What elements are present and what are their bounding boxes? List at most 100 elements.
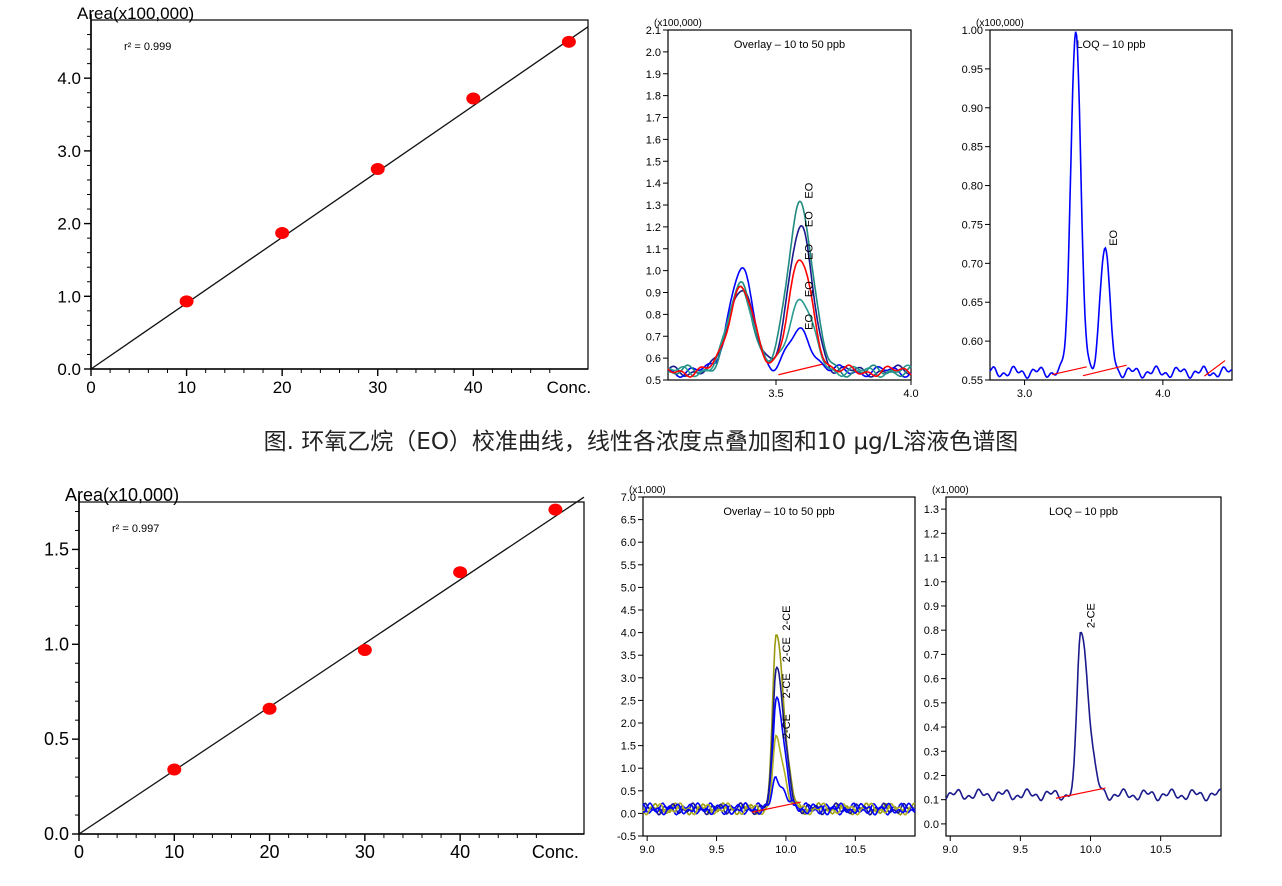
y-tick-label: 0.3 (924, 746, 939, 758)
x-tick-label: 10.5 (845, 844, 866, 856)
peak-label: 2-CE (781, 673, 793, 698)
peak-label: EO (803, 211, 815, 227)
y-tick-label: 6.0 (621, 537, 636, 549)
y-tick-label: 0.55 (962, 375, 983, 387)
y-tick-label: 5.0 (621, 582, 636, 594)
peak-label: 2-CE (781, 637, 793, 662)
y-tick-label: 0.6 (646, 353, 661, 365)
integration-baseline (778, 363, 823, 376)
integration-baseline (1082, 364, 1127, 377)
y-axis-label: Area(x10,000) (65, 485, 179, 505)
x-tick-label: 30 (355, 842, 375, 862)
y-tick-label: 1.0 (924, 577, 939, 589)
x-axis-label: Conc. (532, 842, 579, 862)
y-tick-label: 1.5 (621, 741, 636, 753)
y-tick-label: 0.9 (646, 288, 661, 300)
chromatogram-trace (667, 200, 912, 378)
y-scale-label: (x100,000) (654, 18, 702, 29)
y-tick-label: 1.6 (646, 134, 661, 146)
x-tick-label: 20 (260, 842, 280, 862)
y-tick-label: -0.5 (617, 831, 636, 843)
y-tick-label: 2.0 (646, 47, 661, 59)
chromatogram-trace (667, 266, 912, 379)
peak-label: EO (803, 244, 815, 260)
y-tick-label: 5.5 (621, 560, 636, 572)
y-tick-label: 1.0 (621, 763, 636, 775)
y-tick-label: 1.1 (646, 244, 661, 256)
x-tick-label: 30 (368, 378, 387, 397)
peak-label: 2-CE (1086, 603, 1098, 628)
y-tick-label: 1.8 (646, 91, 661, 103)
x-tick-label: 3.0 (1017, 388, 1032, 400)
y-tick-label: 1.9 (646, 69, 661, 81)
x-tick-label: 10.0 (775, 844, 796, 856)
y-tick-label: 0.4 (924, 722, 939, 734)
y-tick-label: 4.0 (621, 628, 636, 640)
y-tick-label: 0.90 (962, 103, 983, 115)
chart-eo-calibration: 0.0 1.0 2.0 3.0 4.0 0 10 20 30 40 Conc. Area(x100,0… (57, 4, 591, 397)
y-tick-label: 0.85 (962, 142, 983, 154)
y-tick-label: 0.8 (646, 309, 661, 321)
x-tick-label: 40 (450, 842, 470, 862)
y-tick-label: 1.00 (962, 25, 983, 37)
x-tick-label: 0 (86, 378, 95, 397)
figure-caption: 图. 环氧乙烷（EO）校准曲线，线性各浓度点叠加图和10 μg/L溶液色谱图 (263, 429, 1019, 455)
y-tick-label: 0.95 (962, 64, 983, 76)
x-tick-label: 9.0 (640, 844, 655, 856)
data-point (548, 503, 563, 516)
peak-label: EO (803, 281, 815, 297)
y-tick-label: 0.60 (962, 336, 983, 348)
peak-label: EO (1108, 229, 1120, 245)
y-tick-label: 0.1 (924, 795, 939, 807)
y-tick-label: 0.2 (924, 770, 939, 782)
peak-label: EO (803, 314, 815, 330)
chart-title: Overlay – 10 to 50 ppb (734, 39, 845, 51)
y-tick-label: 0.5 (44, 729, 69, 749)
y-tick-label: 0.75 (962, 219, 983, 231)
y-tick-label: 0.0 (44, 824, 69, 844)
r-squared-annotation: r² = 0.997 (112, 523, 159, 535)
y-tick-label: 1.1 (924, 553, 939, 565)
y-tick-label: 0.65 (962, 297, 983, 309)
y-tick-label: 0.0 (57, 360, 81, 379)
plot-frame (90, 19, 589, 370)
chart-title: LOQ – 10 ppb (1076, 39, 1145, 51)
y-tick-label: 7.0 (621, 492, 636, 504)
chart-2ce-calibration: 0.0 0.5 1.0 1.5 0 10 20 30 40 Conc. Area(x10,000) r… (44, 485, 585, 862)
data-point (275, 227, 290, 240)
plot-frame (642, 496, 916, 837)
y-tick-label: 0.5 (621, 786, 636, 798)
integration-baseline (751, 801, 801, 813)
y-tick-label: 1.2 (924, 528, 939, 540)
y-tick-label: 2.0 (57, 215, 81, 234)
chart-title: LOQ – 10 ppb (1049, 506, 1118, 518)
x-tick-label: 20 (273, 378, 292, 397)
y-tick-label: 2.1 (646, 25, 661, 37)
chromatogram-trace (642, 734, 916, 816)
data-point (179, 295, 194, 308)
x-tick-label: 10 (177, 378, 196, 397)
x-tick-label: 9.5 (709, 844, 724, 856)
chromatogram-trace (667, 259, 912, 378)
y-tick-label: 1.5 (646, 156, 661, 168)
y-tick-label: 0.5 (924, 698, 939, 710)
y-tick-label: 1.3 (924, 504, 939, 516)
data-point (357, 643, 372, 656)
x-axis-label: Conc. (547, 378, 591, 397)
y-tick-label: 1.5 (44, 539, 69, 559)
integration-baseline (1203, 360, 1226, 377)
y-tick-label: 6.5 (621, 515, 636, 527)
y-tick-label: 4.0 (57, 69, 81, 88)
chromatogram-trace (989, 31, 1233, 380)
x-tick-label: 10.5 (1150, 844, 1171, 856)
peak-label: EO (803, 182, 815, 198)
chromatogram-trace (642, 665, 916, 816)
y-tick-label: 1.0 (44, 634, 69, 654)
plot-frame (989, 29, 1233, 381)
chromatogram-trace (642, 695, 916, 816)
y-tick-label: 3.5 (621, 650, 636, 662)
data-point (466, 92, 481, 105)
y-tick-label: 3.0 (621, 673, 636, 685)
